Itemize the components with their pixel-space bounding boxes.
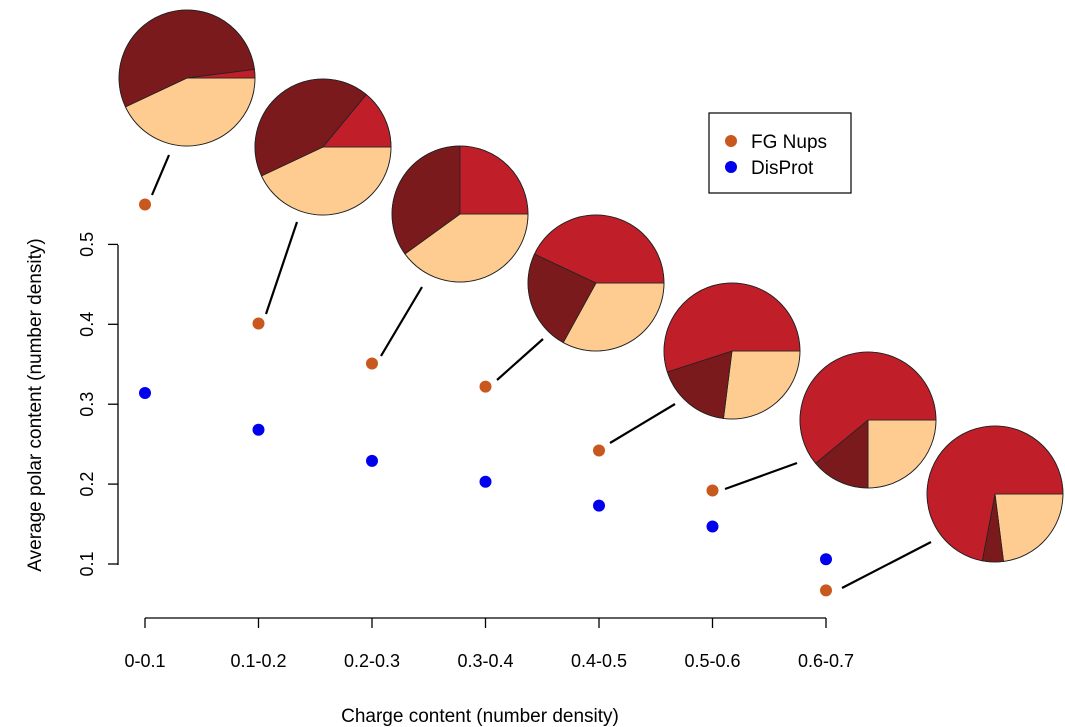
x-ticks: 0-0.1 0.1-0.2 0.2-0.3 0.3-0.4 0.4-0.5 0.5-0.6… bbox=[124, 618, 854, 671]
leader-line bbox=[724, 461, 798, 491]
light-orange-slice bbox=[723, 350, 801, 420]
light-orange-slice bbox=[867, 419, 937, 489]
y-tick-label: 0.1 bbox=[77, 551, 97, 576]
pie-outline bbox=[527, 214, 665, 352]
x-tick-label: 0.1-0.2 bbox=[230, 651, 286, 671]
legend-label-fg-nups: FG Nups bbox=[751, 132, 827, 153]
pies-layer bbox=[118, 9, 1064, 563]
pie-outline bbox=[799, 351, 937, 489]
x-axis: 0-0.1 0.1-0.2 0.2-0.3 0.3-0.4 0.4-0.5 0.5-0.6… bbox=[124, 617, 854, 671]
leader-line bbox=[841, 541, 932, 589]
y-tick-label: 0.5 bbox=[77, 232, 97, 257]
pie-outline bbox=[926, 425, 1064, 563]
legend: FG Nups DisProt bbox=[708, 112, 852, 194]
fg-nups-point bbox=[139, 198, 151, 211]
pie-chart bbox=[254, 78, 392, 216]
red-slice bbox=[459, 145, 529, 215]
disprot-point bbox=[139, 387, 151, 400]
pie-chart bbox=[799, 351, 937, 489]
pie-outline bbox=[663, 282, 801, 420]
fg-nups-point bbox=[366, 357, 378, 370]
x-tick-label: 0-0.1 bbox=[124, 651, 165, 671]
leader-line bbox=[380, 286, 423, 357]
pie-chart bbox=[926, 425, 1064, 563]
pie-chart bbox=[391, 145, 529, 283]
y-tick-label: 0.3 bbox=[77, 392, 97, 417]
leaders-layer bbox=[150, 154, 932, 589]
x-axis-label: Charge content (number density) bbox=[341, 706, 619, 727]
y-tick-label: 0.4 bbox=[77, 312, 97, 337]
pie-chart bbox=[118, 9, 256, 147]
light-orange-slice bbox=[994, 493, 1064, 562]
y-ticks: 0.1 0.2 0.3 0.4 0.5 bbox=[77, 232, 118, 577]
fg-nups-point bbox=[479, 380, 492, 393]
x-tick-label: 0.4-0.5 bbox=[571, 651, 627, 671]
pie-chart bbox=[663, 282, 801, 420]
x-tick-label: 0.5-0.6 bbox=[684, 651, 740, 671]
legend-box bbox=[708, 112, 852, 194]
legend-marker-fg-nups bbox=[725, 135, 737, 147]
fg-nups-point bbox=[820, 584, 832, 597]
x-tick-label: 0.2-0.3 bbox=[344, 651, 400, 671]
leader-line bbox=[609, 403, 676, 444]
y-axis-label: Average polar content (number density) bbox=[25, 238, 46, 571]
legend-marker-disprot bbox=[725, 161, 737, 173]
fg-nups-point bbox=[706, 484, 719, 497]
points-layer bbox=[139, 198, 832, 597]
pie-outline bbox=[118, 9, 256, 147]
x-tick-label: 0.6-0.7 bbox=[798, 651, 854, 671]
fg-nups-point bbox=[593, 444, 605, 457]
leader-line bbox=[496, 338, 544, 381]
x-tick-label: 0.3-0.4 bbox=[457, 651, 513, 671]
legend-label-disprot: DisProt bbox=[751, 158, 814, 179]
pie-outline bbox=[254, 78, 392, 216]
disprot-point bbox=[366, 454, 378, 467]
pie-chart bbox=[527, 214, 665, 352]
y-tick-label: 0.2 bbox=[77, 472, 97, 497]
fg-nups-point bbox=[252, 317, 265, 330]
disprot-point bbox=[593, 499, 605, 512]
leader-line bbox=[150, 154, 171, 196]
y-axis: 0.1 0.2 0.3 0.4 0.5 bbox=[77, 232, 119, 577]
disprot-point bbox=[820, 553, 832, 566]
disprot-point bbox=[479, 475, 492, 488]
pie-outline bbox=[391, 145, 529, 283]
leader-line bbox=[264, 221, 299, 315]
disprot-point bbox=[252, 423, 265, 436]
disprot-point bbox=[706, 520, 719, 533]
